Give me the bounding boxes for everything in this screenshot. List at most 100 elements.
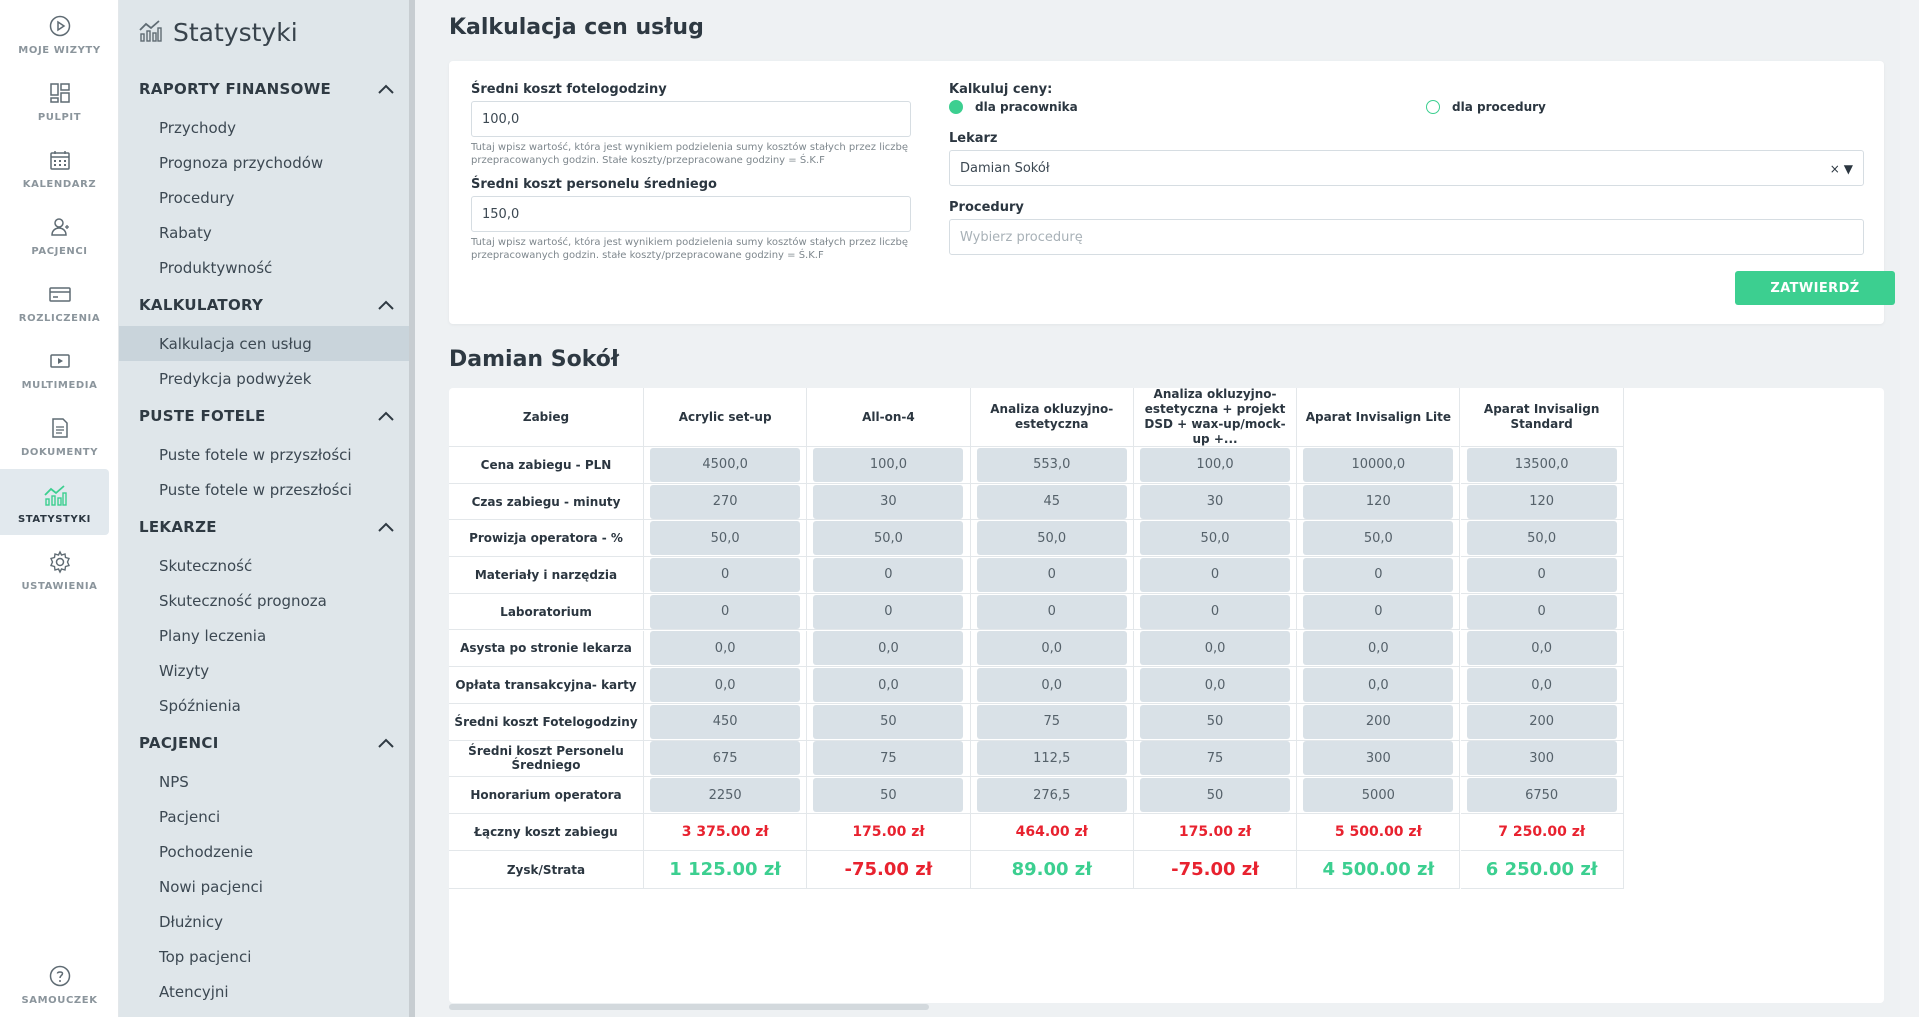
sidebar-item[interactable]: Skuteczność: [159, 556, 253, 575]
sidebar-item[interactable]: Pacjenci: [159, 807, 221, 826]
sidebar-item[interactable]: Spóźnienia: [159, 696, 241, 715]
sidebar-item[interactable]: Dłużnicy: [159, 912, 223, 931]
sidebar-item[interactable]: Wizyty: [159, 661, 210, 680]
value-input[interactable]: 50,0: [1466, 521, 1617, 556]
sidebar-item[interactable]: Predykcja podwyżek: [159, 369, 312, 388]
value-input[interactable]: 13500,0: [1466, 447, 1617, 482]
value-input[interactable]: 300: [1466, 741, 1617, 776]
value-input[interactable]: 75: [1140, 741, 1291, 776]
chevron-up-icon[interactable]: [377, 734, 395, 753]
sidebar-item[interactable]: Kalkulacja cen usług: [119, 326, 415, 361]
value-input[interactable]: 0,0: [1466, 631, 1617, 666]
chevron-down-icon[interactable]: ▼: [1843, 162, 1853, 176]
value-input[interactable]: 50,0: [1303, 521, 1454, 556]
value-input[interactable]: 0,0: [650, 631, 801, 666]
value-input[interactable]: 120: [1466, 484, 1617, 519]
value-input[interactable]: 450: [650, 704, 801, 739]
value-input[interactable]: 0: [976, 594, 1127, 629]
value-input[interactable]: 0: [1466, 594, 1617, 629]
value-input[interactable]: 10000,0: [1303, 447, 1454, 482]
value-input[interactable]: 30: [813, 484, 964, 519]
value-input[interactable]: 0: [1140, 594, 1291, 629]
sidebar-section[interactable]: RAPORTY FINANSOWE: [119, 71, 415, 107]
sidebar-item[interactable]: Skuteczność prognoza: [159, 591, 327, 610]
value-input[interactable]: 0,0: [813, 668, 964, 703]
value-input[interactable]: 0: [976, 557, 1127, 592]
chevron-up-icon[interactable]: [377, 407, 395, 426]
value-input[interactable]: 50: [1140, 778, 1291, 813]
personel-input[interactable]: 150,0: [471, 196, 911, 232]
rail-item-samouczek[interactable]: SAMOUCZEK: [0, 950, 119, 1016]
value-input[interactable]: 75: [813, 741, 964, 776]
radio-pracownik[interactable]: dla pracownika: [949, 100, 1078, 114]
value-input[interactable]: 675: [650, 741, 801, 776]
sidebar-item[interactable]: NPS: [159, 772, 189, 791]
value-input[interactable]: 0: [1140, 557, 1291, 592]
sidebar-section[interactable]: KALKULATORY: [119, 287, 415, 323]
value-input[interactable]: 0,0: [813, 631, 964, 666]
rail-item-rozliczenia[interactable]: ROZLICZENIA: [0, 268, 119, 334]
value-input[interactable]: 75: [976, 704, 1127, 739]
value-input[interactable]: 0,0: [976, 668, 1127, 703]
chevron-up-icon[interactable]: [377, 80, 395, 99]
value-input[interactable]: 0,0: [1140, 668, 1291, 703]
sidebar-item[interactable]: Procedury: [159, 188, 235, 207]
value-input[interactable]: 50,0: [976, 521, 1127, 556]
sidebar-item[interactable]: Prognoza przychodów: [159, 153, 324, 172]
value-input[interactable]: 4500,0: [650, 447, 801, 482]
value-input[interactable]: 6750: [1466, 778, 1617, 813]
page-vertical-scrollbar[interactable]: [1900, 0, 1919, 1017]
value-input[interactable]: 0: [1303, 594, 1454, 629]
rail-item-ustawienia[interactable]: USTAWIENIA: [0, 536, 119, 602]
rail-item-dokumenty[interactable]: DOKUMENTY: [0, 402, 119, 468]
value-input[interactable]: 0: [813, 594, 964, 629]
sidebar-item[interactable]: Puste fotele w przeszłości: [159, 480, 352, 499]
rail-item-kalendarz[interactable]: KALENDARZ: [0, 134, 119, 200]
value-input[interactable]: 50: [813, 778, 964, 813]
table-horizontal-scrollbar[interactable]: [449, 1004, 929, 1010]
value-input[interactable]: 50,0: [650, 521, 801, 556]
value-input[interactable]: 0: [813, 557, 964, 592]
value-input[interactable]: 2250: [650, 778, 801, 813]
value-input[interactable]: 0: [650, 594, 801, 629]
value-input[interactable]: 5000: [1303, 778, 1454, 813]
rail-item-pacjenci[interactable]: PACJENCI: [0, 201, 119, 267]
procedures-select[interactable]: Wybierz procedurę: [949, 219, 1864, 255]
sidebar-item[interactable]: Puste fotele w przyszłości: [159, 445, 352, 464]
value-input[interactable]: 0,0: [1140, 631, 1291, 666]
sidebar-section[interactable]: PACJENCI: [119, 725, 415, 761]
value-input[interactable]: 0,0: [1303, 668, 1454, 703]
value-input[interactable]: 270: [650, 484, 801, 519]
value-input[interactable]: 200: [1303, 704, 1454, 739]
value-input[interactable]: 50,0: [1140, 521, 1291, 556]
value-input[interactable]: 0: [1466, 557, 1617, 592]
value-input[interactable]: 100,0: [1140, 447, 1291, 482]
value-input[interactable]: 0,0: [976, 631, 1127, 666]
sidebar-item[interactable]: Pochodzenie: [159, 842, 254, 861]
value-input[interactable]: 0: [1303, 557, 1454, 592]
sidebar-item[interactable]: Produktywność: [159, 258, 273, 277]
sidebar-item[interactable]: Nowi pacjenci: [159, 877, 263, 896]
value-input[interactable]: 300: [1303, 741, 1454, 776]
rail-item-moje-wizyty[interactable]: MOJE WIZYTY: [0, 0, 119, 66]
clear-icon[interactable]: ×: [1829, 162, 1840, 176]
value-input[interactable]: 553,0: [976, 447, 1127, 482]
value-input[interactable]: 112,5: [976, 741, 1127, 776]
value-input[interactable]: 50,0: [813, 521, 964, 556]
value-input[interactable]: 200: [1466, 704, 1617, 739]
submit-button[interactable]: ZATWIERDŹ: [1735, 271, 1895, 305]
value-input[interactable]: 0: [650, 557, 801, 592]
sidebar-item[interactable]: Atencyjni: [159, 982, 229, 1001]
value-input[interactable]: 50: [813, 704, 964, 739]
rail-item-pulpit[interactable]: PULPIT: [0, 67, 119, 133]
sidebar-item[interactable]: Przychody: [159, 118, 237, 137]
sidebar-item[interactable]: Plany leczenia: [159, 626, 267, 645]
value-input[interactable]: 120: [1303, 484, 1454, 519]
chevron-up-icon[interactable]: [377, 296, 395, 315]
value-input[interactable]: 276,5: [976, 778, 1127, 813]
doctor-select[interactable]: Damian Sokół × ▼: [949, 150, 1864, 186]
sidebar-item[interactable]: Top pacjenci: [159, 947, 252, 966]
fotelogodzina-input[interactable]: 100,0: [471, 101, 911, 137]
chevron-up-icon[interactable]: [377, 518, 395, 537]
value-input[interactable]: 100,0: [813, 447, 964, 482]
